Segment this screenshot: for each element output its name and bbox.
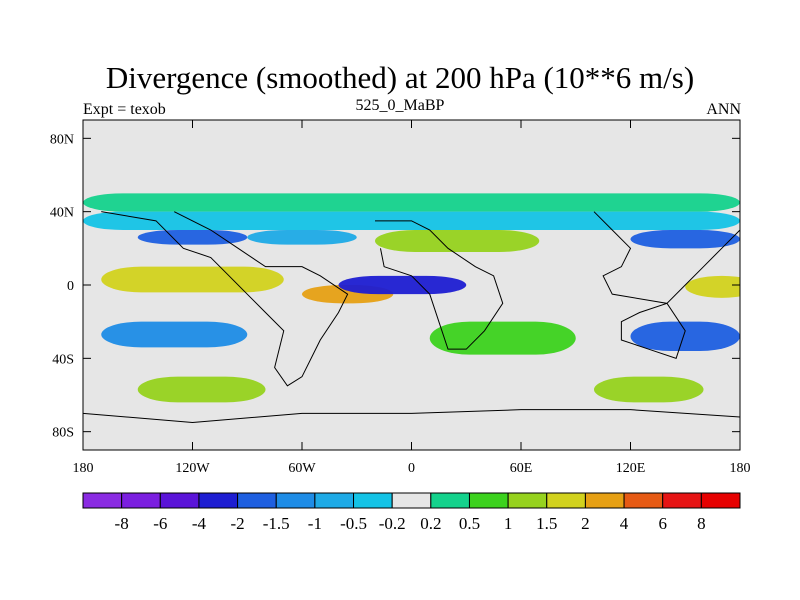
field-region-13 xyxy=(137,376,266,403)
experiment-label: Expt = texob xyxy=(83,101,166,118)
coastline-0 xyxy=(101,211,349,387)
colorbar-swatch-5 xyxy=(275,492,316,509)
coastline-1 xyxy=(375,220,504,350)
colorbar-label-15: 8 xyxy=(697,514,706,533)
x-tick-label-2: 60W xyxy=(288,461,316,476)
colorbar-label-10: 1 xyxy=(504,514,513,533)
colorbar-label-3: -2 xyxy=(231,514,245,533)
y-axis: 80N 40N 0 40S 80S xyxy=(50,132,740,441)
x-tick-label-5: 120E xyxy=(616,461,646,476)
colorbar-swatch-7 xyxy=(353,492,393,509)
colorbar-label-5: -1 xyxy=(308,514,322,533)
field-region-9 xyxy=(685,275,740,298)
colorbar-label-11: 1.5 xyxy=(536,514,557,533)
y-tick-label-0: 80N xyxy=(50,132,74,147)
field-region-3 xyxy=(247,230,357,245)
colorbar: -8 -6 -4 -2 -1.5 -1 -0.5 -0.2 0.2 0.5 1 1.5 2 4 6 8 xyxy=(82,492,741,533)
field-region-4 xyxy=(375,230,540,252)
y-tick-label-3: 40S xyxy=(52,352,74,367)
colorbar-swatch-16 xyxy=(700,492,741,509)
colorbar-swatch-14 xyxy=(623,492,664,509)
season-label: ANN xyxy=(706,101,741,118)
colorbar-label-6: -0.5 xyxy=(340,514,367,533)
colorbar-label-8: 0.2 xyxy=(420,514,441,533)
colorbar-swatch-4 xyxy=(237,492,277,509)
coastline-3 xyxy=(83,409,740,424)
colorbar-label-14: 6 xyxy=(658,514,667,533)
field-region-10 xyxy=(101,321,248,348)
colorbar-swatch-8 xyxy=(391,492,432,509)
field-region-2 xyxy=(137,230,248,245)
field-region-6 xyxy=(101,266,284,293)
colorbar-label-0: -8 xyxy=(115,514,129,533)
colorbar-swatch-6 xyxy=(314,492,355,509)
period-label: 525_0_MaBP xyxy=(355,97,445,114)
colorbar-swatch-0 xyxy=(82,492,123,509)
colorbar-swatch-15 xyxy=(662,492,702,509)
field-region-5 xyxy=(630,230,740,249)
field-region-14 xyxy=(594,376,704,403)
x-tick-label-4: 60E xyxy=(510,461,533,476)
y-tick-label-4: 80S xyxy=(52,426,74,441)
x-tick-label-0: 180 xyxy=(73,461,94,476)
coastline-2 xyxy=(593,211,740,359)
field-region-12 xyxy=(630,321,740,351)
x-tick-label-1: 120W xyxy=(175,461,210,476)
colorbar-swatch-2 xyxy=(159,492,200,509)
y-tick-label-2: 0 xyxy=(67,279,74,294)
x-tick-label-6: 180 xyxy=(730,461,751,476)
colorbar-label-1: -6 xyxy=(153,514,167,533)
field-region-11 xyxy=(429,321,576,355)
x-axis: 180 120W 60W 0 60E 120E 180 xyxy=(73,120,751,476)
colorbar-swatch-1 xyxy=(121,492,161,509)
colorbar-swatch-10 xyxy=(468,492,509,509)
colorbar-swatch-9 xyxy=(430,492,470,509)
colorbar-label-13: 4 xyxy=(620,514,629,533)
field-region-8 xyxy=(338,275,467,295)
colorbar-swatch-11 xyxy=(507,492,548,509)
coastlines xyxy=(83,211,740,424)
colorbar-label-4: -1.5 xyxy=(263,514,290,533)
colorbar-swatch-13 xyxy=(584,492,625,509)
colorbar-label-7: -0.2 xyxy=(379,514,406,533)
field-region-0 xyxy=(83,193,740,212)
y-tick-label-1: 40N xyxy=(50,206,74,221)
colorbar-label-9: 0.5 xyxy=(459,514,480,533)
colorbar-swatch-12 xyxy=(546,492,586,509)
colorbar-label-12: 2 xyxy=(581,514,590,533)
colorbar-label-2: -4 xyxy=(192,514,207,533)
chart-title: Divergence (smoothed) at 200 hPa (10**6 … xyxy=(105,60,695,95)
x-tick-label-3: 0 xyxy=(408,461,415,476)
colorbar-swatch-3 xyxy=(198,492,239,509)
